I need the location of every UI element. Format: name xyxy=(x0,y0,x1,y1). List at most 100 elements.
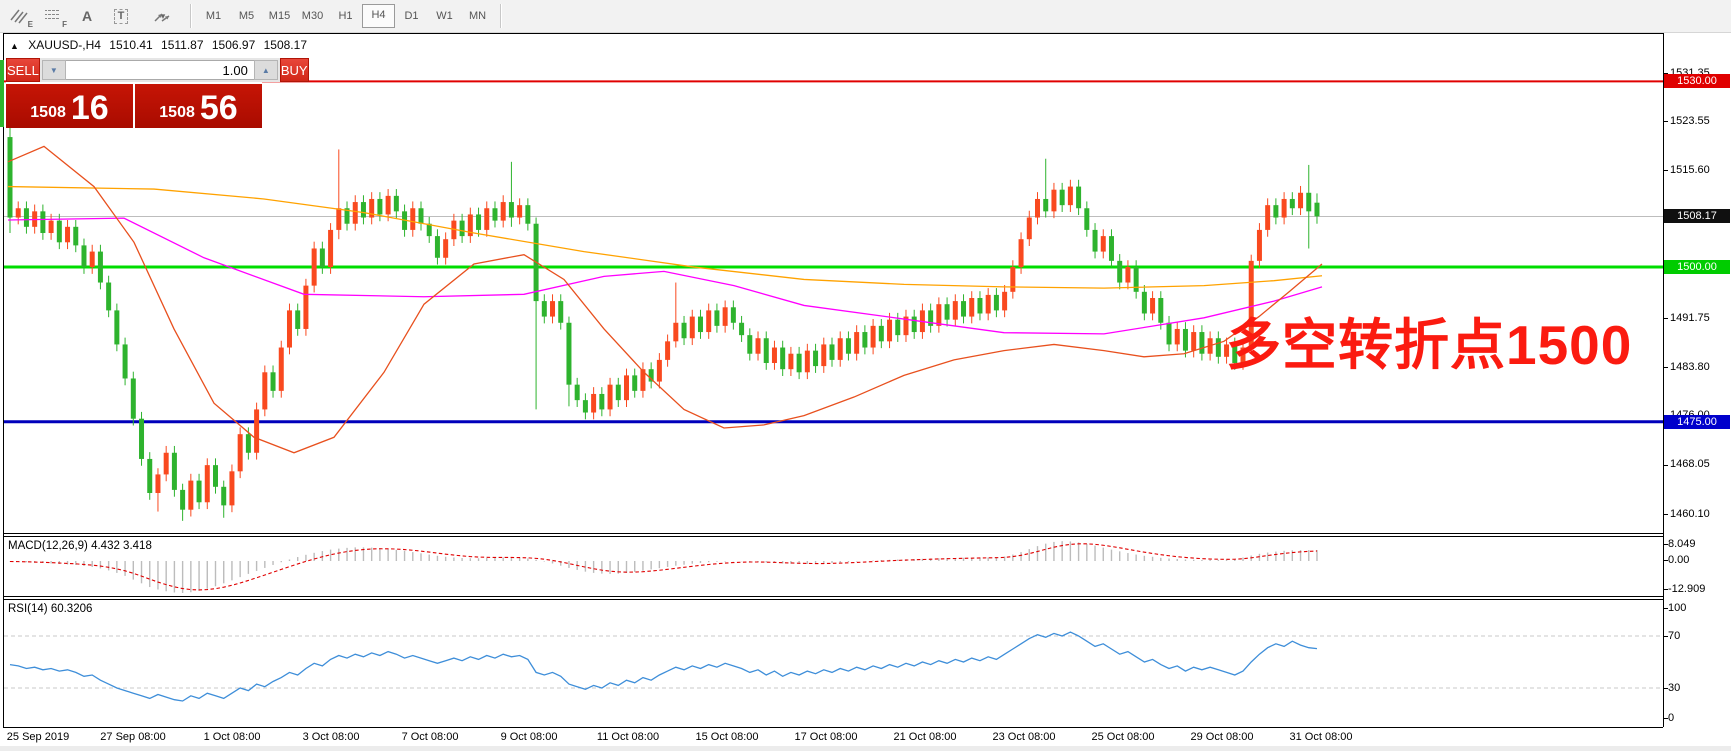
price-tick-label: 1491.75 xyxy=(1670,311,1710,324)
macd-tick-mark xyxy=(1663,544,1668,545)
timeframe-w1[interactable]: W1 xyxy=(436,10,453,22)
rsi-tick-mark xyxy=(1663,718,1668,719)
price-badge-1508.17: 1508.17 xyxy=(1664,209,1730,224)
price-tick-label: 1483.80 xyxy=(1670,360,1710,373)
date-label: 25 Oct 08:00 xyxy=(1091,731,1155,743)
volume-decrease-button[interactable]: ▼ xyxy=(41,60,66,80)
price-tick-mark xyxy=(1663,367,1668,369)
price-badge-1530.00: 1530.00 xyxy=(1664,74,1730,89)
macd-tick-mark xyxy=(1663,589,1668,590)
date-label: 7 Oct 08:00 xyxy=(401,731,459,743)
ohlc-close: 1508.17 xyxy=(263,38,307,52)
date-label: 3 Oct 08:00 xyxy=(302,731,360,743)
price-tick-mark xyxy=(1663,121,1668,123)
one-click-trade-panel: SELL ▼ ▲ BUY 1508 16 1508 56 xyxy=(6,58,309,128)
timeframe-mn[interactable]: MN xyxy=(468,10,487,22)
macd-axis-label: 0.00 xyxy=(1668,553,1690,566)
macd-axis-label: 8.049 xyxy=(1668,537,1696,550)
arrows-icon xyxy=(154,13,170,22)
one-click-collapse-icon[interactable]: ▲ xyxy=(10,41,19,51)
macd-signal-line xyxy=(9,543,1318,591)
ohlc-high: 1511.87 xyxy=(161,38,204,52)
indicators-icon[interactable]: E xyxy=(4,3,34,29)
macd-label: MACD(12,26,9) 4.432 3.418 xyxy=(8,540,152,552)
date-label: 31 Oct 08:00 xyxy=(1289,731,1353,743)
rsi-tick-mark xyxy=(1663,608,1668,609)
icon-letter-e: E xyxy=(27,20,33,29)
bid-price-big: 16 xyxy=(70,89,109,127)
macd-tick-mark xyxy=(1663,560,1668,561)
rsi-axis-label: 30 xyxy=(1668,681,1681,694)
sell-button[interactable]: SELL xyxy=(6,58,40,82)
timeframe-group: M1 M5 M15 M30 H1 H4 D1 W1 MN xyxy=(197,4,494,28)
ma-mid-magenta xyxy=(7,217,1323,335)
volume-increase-button[interactable]: ▲ xyxy=(253,60,278,80)
toolbar-separator xyxy=(190,4,191,28)
date-label: 17 Oct 08:00 xyxy=(794,731,858,743)
macd-pane-bottom-border xyxy=(3,596,1663,597)
buy-button[interactable]: BUY xyxy=(279,58,309,82)
rsi-axis-label: 100 xyxy=(1668,601,1687,614)
main-chart-canvas[interactable] xyxy=(4,34,1663,533)
price-badge-1475.00: 1475.00 xyxy=(1664,414,1730,429)
chevron-down-icon: ▾ xyxy=(160,10,166,21)
price-tick-mark xyxy=(1663,514,1668,516)
ask-price[interactable]: 1508 56 xyxy=(135,84,262,128)
chart-annotation-text: 多空转折点1500 xyxy=(1226,314,1633,376)
date-label: 15 Oct 08:00 xyxy=(695,731,759,743)
price-tick-mark xyxy=(1663,464,1668,466)
ma-slow-orange xyxy=(7,185,1323,289)
date-label: 21 Oct 08:00 xyxy=(893,731,957,743)
ask-price-big: 56 xyxy=(199,89,238,127)
ohlc-open: 1510.41 xyxy=(109,38,153,52)
macd-pane-top-border xyxy=(3,536,1663,537)
timeframe-m30[interactable]: M30 xyxy=(301,10,324,22)
date-label: 1 Oct 08:00 xyxy=(203,731,261,743)
volume-input[interactable] xyxy=(65,60,254,80)
timeframe-m5[interactable]: M5 xyxy=(238,10,255,22)
symbol-label: XAUUSD-,H4 xyxy=(28,38,101,52)
main-pane-bottom-border xyxy=(3,533,1663,534)
grid-icon[interactable]: F xyxy=(38,3,68,29)
volume-control: ▼ ▲ xyxy=(39,58,280,82)
price-tick-mark xyxy=(1663,73,1668,74)
macd-axis-label: -12.909 xyxy=(1668,582,1706,595)
rsi-line xyxy=(9,631,1318,702)
macd-canvas[interactable] xyxy=(4,537,1663,596)
price-axis-area xyxy=(1664,33,1731,745)
chart-left-border xyxy=(3,33,4,727)
rsi-canvas[interactable] xyxy=(4,600,1663,727)
hatch-pencil-icon xyxy=(10,9,28,24)
chart-header: ▲ XAUUSD-,H4 1510.41 1511.87 1506.97 150… xyxy=(10,38,312,52)
rsi-axis-label: 70 xyxy=(1668,629,1681,642)
timeframe-h1[interactable]: H1 xyxy=(338,10,353,22)
date-label: 23 Oct 08:00 xyxy=(992,731,1056,743)
axis-divider xyxy=(1663,33,1664,727)
bid-price[interactable]: 1508 16 xyxy=(6,84,133,128)
rsi-pane-bottom-border xyxy=(3,727,1663,728)
timeframe-h4[interactable]: H4 xyxy=(362,4,395,28)
rsi-label: RSI(14) 60.3206 xyxy=(8,603,93,615)
date-label: 25 Sep 2019 xyxy=(6,731,70,743)
price-tick-mark xyxy=(1663,170,1668,172)
cursor-tools-icon[interactable]: ▾ xyxy=(140,3,184,29)
text-label-icon[interactable]: A xyxy=(81,8,93,24)
bid-price-small: 1508 xyxy=(30,104,66,121)
ask-price-small: 1508 xyxy=(159,104,195,121)
rsi-axis-label: 0 xyxy=(1668,711,1675,724)
toolbar: E F A T xyxy=(0,0,1731,33)
ohlc-low: 1506.97 xyxy=(211,38,256,52)
date-label: 11 Oct 08:00 xyxy=(596,731,660,743)
date-label: 27 Sep 08:00 xyxy=(100,731,166,743)
icon-letter-f: F xyxy=(62,20,67,29)
timeframe-m1[interactable]: M1 xyxy=(205,10,222,22)
panel-accent-bar xyxy=(0,60,4,127)
price-tick-label: 1515.60 xyxy=(1670,163,1710,176)
timeframe-m15[interactable]: M15 xyxy=(268,10,291,22)
ma-fast-red xyxy=(7,145,1323,454)
price-badge-1500.00: 1500.00 xyxy=(1664,260,1730,275)
text-box-icon[interactable]: T xyxy=(106,3,136,29)
price-tick-label: 1468.05 xyxy=(1670,458,1710,471)
timeframe-d1[interactable]: D1 xyxy=(404,10,419,22)
rsi-tick-mark xyxy=(1663,636,1668,637)
